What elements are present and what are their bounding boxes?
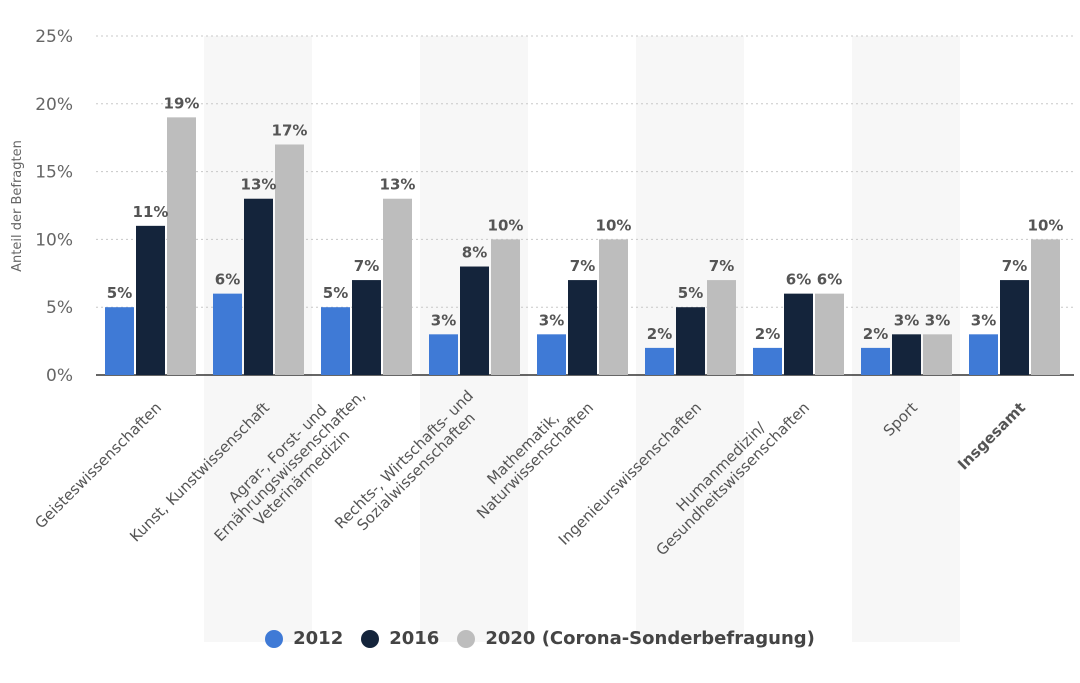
bar-2012-8[interactable] [969, 334, 998, 375]
data-label: 10% [1028, 216, 1064, 234]
x-tick-label-line: Insgesamt [954, 399, 1029, 474]
legend-label-2016: 2016 [389, 628, 440, 649]
legend: 2012 2016 2020 (Corona-Sonderbefragung) [0, 628, 1080, 649]
data-label: 8% [462, 244, 487, 262]
bar-2012-3[interactable] [429, 334, 458, 375]
data-label: 5% [323, 284, 348, 302]
legend-swatch-2016 [361, 629, 380, 648]
data-label: 19% [164, 94, 200, 112]
bar-2020-4[interactable] [599, 239, 628, 375]
bar-2020-3[interactable] [491, 239, 520, 375]
data-label: 10% [488, 216, 524, 234]
bar-2012-7[interactable] [861, 347, 890, 375]
bar-2016-1[interactable] [244, 198, 273, 375]
legend-item-2016[interactable]: 2016 [361, 628, 439, 649]
bar-2012-2[interactable] [321, 307, 350, 375]
data-label: 17% [272, 121, 308, 139]
bar-2012-4[interactable] [537, 334, 566, 375]
bar-2016-4[interactable] [568, 280, 597, 375]
data-label: 2% [863, 325, 888, 343]
legend-swatch-2020 [457, 629, 476, 648]
data-label: 3% [971, 311, 996, 329]
x-tick-label-line: Geisteswissenschaften [31, 399, 165, 533]
data-label: 6% [215, 271, 240, 289]
y-tick-label: 5% [46, 298, 73, 318]
data-label: 3% [431, 311, 456, 329]
data-label: 11% [133, 203, 169, 221]
data-label: 6% [817, 271, 842, 289]
bar-2012-0[interactable] [105, 307, 134, 375]
data-label: 3% [925, 311, 950, 329]
x-tick-label: Insgesamt [954, 399, 1029, 474]
bar-2012-1[interactable] [213, 293, 242, 375]
bar-2012-5[interactable] [645, 347, 674, 375]
bar-2020-1[interactable] [275, 144, 304, 375]
data-label: 2% [647, 325, 672, 343]
bar-2020-7[interactable] [923, 334, 952, 375]
data-label: 7% [709, 257, 734, 275]
bar-2016-8[interactable] [1000, 280, 1029, 375]
data-label: 13% [241, 176, 277, 194]
data-label: 7% [1002, 257, 1027, 275]
bar-2020-2[interactable] [383, 198, 412, 375]
bar-2016-7[interactable] [892, 334, 921, 375]
data-label: 7% [354, 257, 379, 275]
bar-2012-6[interactable] [753, 347, 782, 375]
bar-2016-0[interactable] [136, 225, 165, 375]
bar-2016-5[interactable] [676, 307, 705, 375]
data-label: 7% [570, 257, 595, 275]
legend-label-2020: 2020 (Corona-Sonderbefragung) [485, 628, 815, 649]
data-label: 5% [678, 284, 703, 302]
data-label: 13% [380, 176, 416, 194]
data-label: 3% [894, 311, 919, 329]
y-tick-label: 25% [35, 27, 73, 47]
data-label: 2% [755, 325, 780, 343]
y-tick-label: 15% [35, 163, 73, 183]
bar-2016-3[interactable] [460, 266, 489, 375]
data-label: 6% [786, 271, 811, 289]
bar-2016-2[interactable] [352, 280, 381, 375]
y-tick-label: 0% [46, 366, 73, 386]
legend-label-2012: 2012 [293, 628, 344, 649]
legend-item-2020[interactable]: 2020 (Corona-Sonderbefragung) [457, 628, 815, 649]
data-label: 3% [539, 311, 564, 329]
y-tick-label: 10% [35, 230, 73, 250]
x-tick-label: Geisteswissenschaften [31, 399, 165, 533]
bar-2020-0[interactable] [167, 117, 196, 376]
bar-2020-5[interactable] [707, 280, 736, 375]
y-tick-label: 20% [35, 95, 73, 115]
bar-2016-6[interactable] [784, 293, 813, 375]
y-axis-title: Anteil der Befragten [10, 140, 25, 272]
legend-swatch-2012 [265, 629, 284, 648]
legend-item-2012[interactable]: 2012 [265, 628, 343, 649]
data-label: 10% [596, 216, 632, 234]
bar-2020-6[interactable] [815, 293, 844, 375]
data-label: 5% [107, 284, 132, 302]
bar-2020-8[interactable] [1031, 239, 1060, 375]
